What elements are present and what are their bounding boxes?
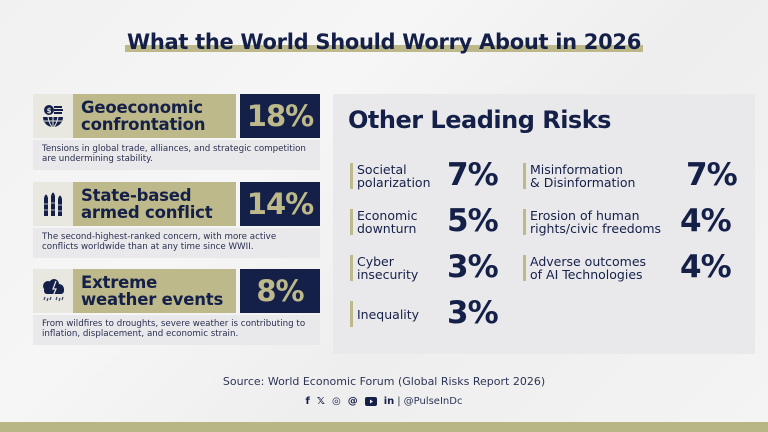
bottom-accent-bar [0,422,768,432]
top-risk-card-armed-conflict: State-based armed conflict 14% The secon… [33,182,320,258]
top-risk-label: Geoeconomic confrontation [73,94,236,138]
other-risks-panel: Other Leading Risks Societal polarizatio… [333,94,755,354]
facebook-icon[interactable]: f [305,396,310,407]
risk-percent: 5% [447,203,499,239]
svg-text:$: $ [47,107,52,115]
top-risk-label: State-based armed conflict [73,182,236,226]
social-handle[interactable]: @PulseInDc [403,396,463,407]
linkedin-icon[interactable]: in [383,396,395,407]
risk-percent: 4% [680,203,732,239]
storm-cloud-icon [33,269,73,313]
threads-icon[interactable]: @ [347,396,358,407]
risk-marker [350,255,353,281]
risk-item-adverse-ai: Adverse outcomes of AI Technologies 4% [523,249,753,285]
risk-label: Adverse outcomes of AI Technologies [530,254,647,282]
social-links: f 𝕏 ◎ @ in | @PulseInDc [0,396,768,407]
other-risks-title: Other Leading Risks [348,106,611,134]
top-risk-label: Extreme weather events [73,269,236,313]
page-title: What the World Should Worry About in 202… [0,30,768,54]
risk-percent: 3% [447,295,499,331]
risk-marker [350,163,353,189]
risk-percent: 4% [680,249,732,285]
risk-item-inequality: Inequality 3% [350,295,520,331]
risk-label: Erosion of human rights/civic freedoms [530,208,662,236]
risk-item-misinformation: Misinformation & Disinformation 7% [523,157,753,193]
risk-label: Cyber insecurity [357,254,419,282]
risk-label: Societal polarization [357,162,431,190]
risk-item-cyber-insecurity: Cyber insecurity 3% [350,249,520,285]
risk-marker [523,255,526,281]
page-title-text: What the World Should Worry About in 202… [124,30,644,54]
instagram-icon[interactable]: ◎ [331,396,341,407]
risk-marker [350,301,353,327]
x-icon[interactable]: 𝕏 [316,396,325,407]
risk-label: Misinformation & Disinformation [530,162,636,190]
risk-label: Economic downturn [357,208,418,236]
top-risk-description: Tensions in global trade, alliances, and… [33,140,320,170]
separator: | [397,396,401,407]
risk-item-societal-polarization: Societal polarization 7% [350,157,520,193]
risk-percent: 3% [447,249,499,285]
top-risk-card-extreme-weather: Extreme weather events 8% From wildfires… [33,269,320,345]
risk-percent: 7% [686,157,738,193]
top-risk-description: The second-highest-ranked concern, with … [33,228,320,258]
globe-dollar-icon: $ [33,94,73,138]
top-risk-percent: 14% [240,182,320,226]
risk-marker [523,209,526,235]
risk-percent: 7% [447,157,499,193]
top-risk-card-geoeconomic: $ Geoeconomic confrontation 18% Tensions… [33,94,320,170]
risk-item-economic-downturn: Economic downturn 5% [350,203,520,239]
top-risk-percent: 18% [240,94,320,138]
risk-marker [350,209,353,235]
youtube-icon[interactable] [364,397,377,406]
source-text: Source: World Economic Forum (Global Ris… [222,375,546,388]
risk-label: Inequality [357,306,420,322]
bullets-icon [33,182,73,226]
risk-marker [523,163,526,189]
top-risk-percent: 8% [240,269,320,313]
top-risk-description: From wildfires to droughts, severe weath… [33,315,320,345]
risk-item-erosion-human-rights: Erosion of human rights/civic freedoms 4… [523,203,753,239]
